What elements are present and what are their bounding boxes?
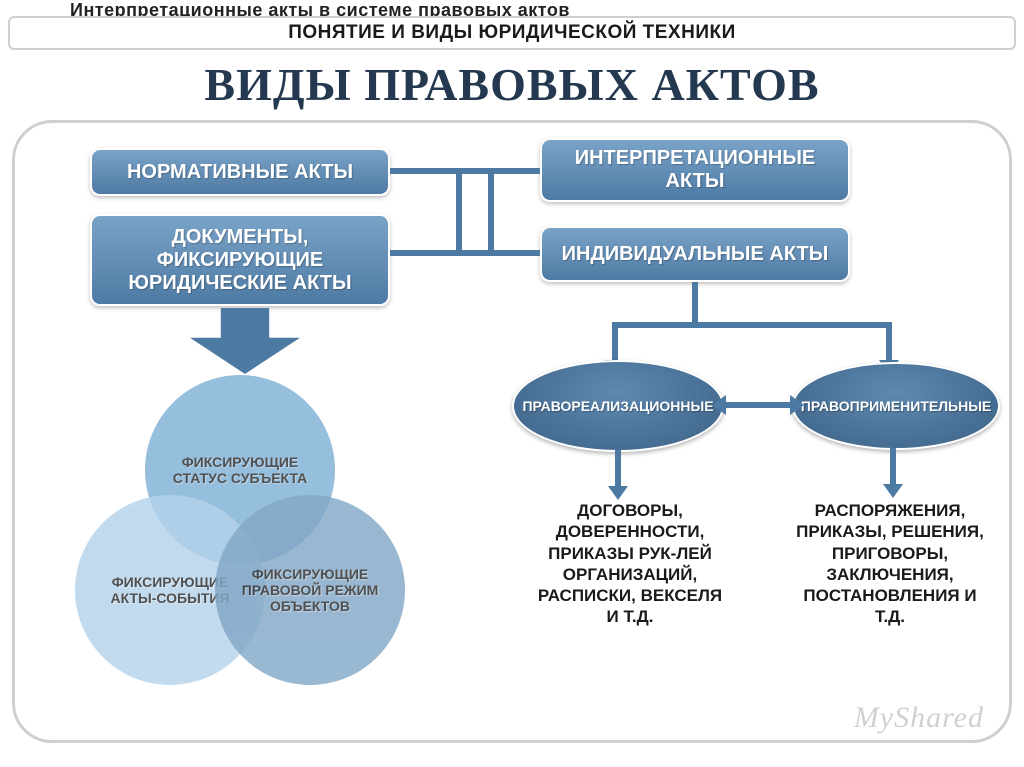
node-realize: ПРАВОРЕАЛИЗАЦИОННЫЕ: [512, 360, 724, 452]
connector: [886, 322, 892, 362]
connector: [488, 168, 494, 256]
connector: [612, 322, 618, 362]
connector: [692, 282, 698, 322]
watermark: MyShared: [854, 701, 984, 735]
connector: [390, 168, 540, 174]
arrow-down-icon: [883, 484, 903, 498]
main-title: ВИДЫ ПРАВОВЫХ АКТОВ: [0, 58, 1024, 111]
node-apply: ПРАВОПРИМЕНИТЕЛЬНЫЕ: [792, 362, 1000, 450]
text-examples-right: РАСПОРЯЖЕНИЯ, ПРИКАЗЫ, РЕШЕНИЯ, ПРИГОВОР…: [790, 500, 990, 628]
connector: [390, 250, 540, 256]
header-bar: ПОНЯТИЕ И ВИДЫ ЮРИДИЧЕСКОЙ ТЕХНИКИ: [8, 16, 1016, 50]
node-interpret: ИНТЕРПРЕТАЦИОННЫЕ АКТЫ: [540, 138, 850, 202]
connector: [890, 448, 896, 486]
arrow-right-icon: [790, 395, 804, 415]
connector: [456, 168, 462, 256]
arrow-down-icon: [608, 486, 628, 500]
big-arrow-down-icon: [190, 308, 300, 374]
node-individual: ИНДИВИДУАЛЬНЫЕ АКТЫ: [540, 226, 850, 282]
connector: [612, 322, 892, 328]
node-normative: НОРМАТИВНЫЕ АКТЫ: [90, 148, 390, 196]
connector: [724, 402, 792, 408]
arrow-left-icon: [712, 395, 726, 415]
node-documents: ДОКУМЕНТЫ, ФИКСИРУЮЩИЕ ЮРИДИЧЕСКИЕ АКТЫ: [90, 214, 390, 306]
text-examples-left: ДОГОВОРЫ, ДОВЕРЕННОСТИ, ПРИКАЗЫ РУК-ЛЕЙ …: [530, 500, 730, 628]
venn-circle-objects: ФИКСИРУЮЩИЕ ПРАВОВОЙ РЕЖИМ ОБЪЕКТОВ: [215, 495, 405, 685]
connector: [615, 450, 621, 488]
